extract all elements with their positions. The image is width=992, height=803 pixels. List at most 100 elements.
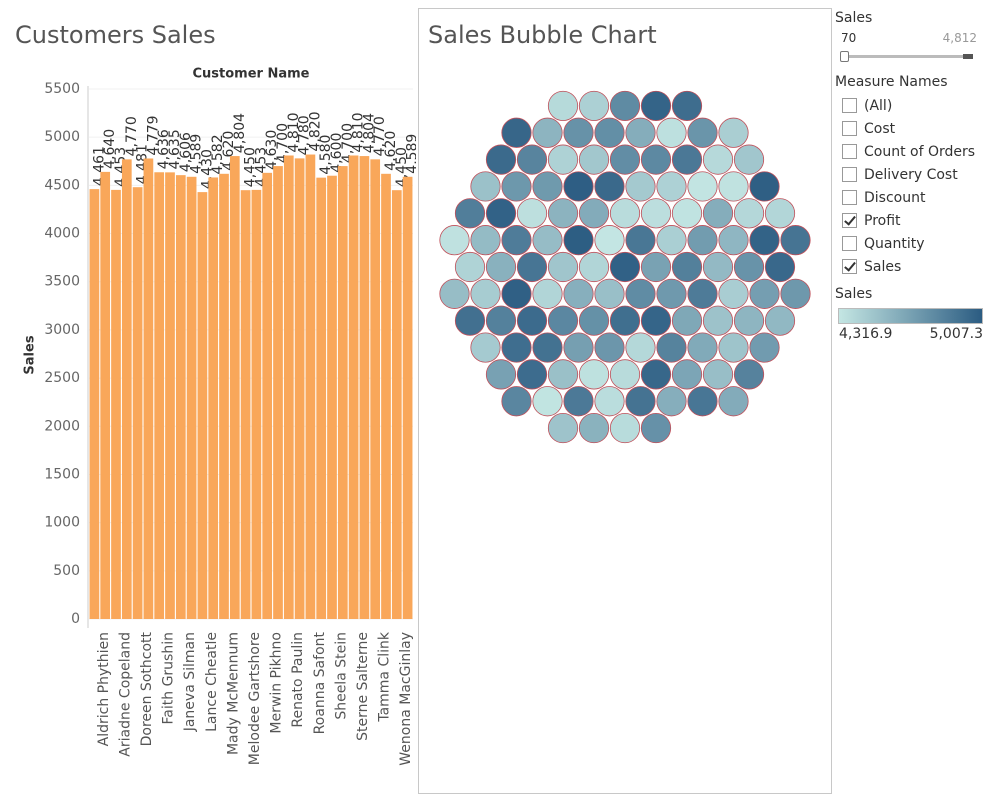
checkbox-item[interactable]: (All) — [835, 94, 987, 117]
bar — [337, 166, 348, 619]
bubble — [733, 251, 765, 283]
checkbox[interactable] — [842, 213, 857, 228]
bar — [175, 175, 186, 619]
data-label: 4,810 — [351, 112, 367, 152]
bubble — [501, 332, 532, 363]
bubble — [485, 305, 517, 336]
bubble — [470, 171, 501, 202]
checkbox-item[interactable]: Cost — [835, 117, 987, 140]
bubble — [547, 198, 579, 229]
checkbox-label: Quantity — [864, 235, 925, 252]
bar — [294, 158, 305, 619]
bar — [132, 187, 143, 619]
color-ramp — [838, 308, 983, 324]
checkbox-item[interactable]: Delivery Cost — [835, 163, 987, 186]
bubble — [485, 359, 517, 390]
y-tick-label: 3500 — [44, 274, 80, 290]
bar — [121, 159, 132, 619]
checkbox[interactable] — [842, 98, 857, 113]
checkbox-item[interactable]: Count of Orders — [835, 140, 987, 163]
bubble — [718, 386, 749, 417]
bubble — [671, 144, 703, 175]
x-tick-label: Janeva Silman — [182, 632, 198, 732]
header: Customer Name — [193, 67, 310, 82]
checkbox[interactable] — [842, 236, 857, 251]
bubble — [470, 225, 501, 256]
bubble — [687, 332, 718, 363]
bubble — [594, 225, 625, 256]
bubble — [733, 198, 765, 229]
bar — [89, 189, 100, 619]
checkbox-item[interactable]: Discount — [835, 186, 987, 209]
x-tick-label: Merwin Pikhno — [269, 632, 285, 734]
range-slider[interactable]: 70 4,812 — [835, 26, 987, 62]
bubble — [532, 117, 563, 148]
bubble — [764, 251, 796, 283]
slider-handle[interactable] — [840, 51, 849, 62]
bubble — [687, 171, 718, 202]
x-tick-label: Mady McMennum — [225, 632, 241, 755]
bubble — [501, 225, 532, 256]
bubble — [780, 225, 811, 256]
bar — [197, 192, 208, 620]
bubble — [485, 251, 517, 283]
y-tick-label: 5000 — [44, 129, 80, 145]
bar — [283, 155, 294, 619]
bubble — [594, 171, 625, 202]
x-tick-label: Aldrich Phythien — [96, 632, 112, 746]
bubble — [578, 144, 610, 175]
bubble — [516, 305, 548, 336]
filter-title: Sales — [835, 10, 873, 26]
checkbox-label: Sales — [864, 258, 902, 275]
bubble — [609, 305, 641, 336]
bar — [240, 190, 251, 619]
bar — [327, 175, 337, 619]
x-tick-label: Lance Cheatle — [204, 632, 220, 732]
range-min: 70 — [841, 31, 857, 45]
checkbox-list: (All) Cost Count of Orders Delivery Cost Dis… — [835, 94, 987, 278]
bubble — [733, 359, 765, 390]
checkbox[interactable] — [842, 167, 857, 182]
bubble — [578, 251, 610, 283]
bubble — [439, 278, 470, 309]
bubble — [578, 198, 610, 229]
data-label: 4,635 — [167, 129, 183, 169]
bubble — [671, 90, 703, 122]
checkbox[interactable] — [842, 144, 857, 159]
bubble — [625, 171, 656, 202]
bubble — [563, 171, 594, 202]
filter-panel: Sales 70 4,812 Measure Names (All) Cost Co… — [835, 10, 987, 342]
bubble — [702, 359, 734, 390]
data-label: 4,700 — [340, 123, 356, 163]
bubble-chart: Sales Bubble Chart — [428, 21, 811, 444]
checkbox-item[interactable]: Quantity — [835, 232, 987, 255]
data-label: 4,804 — [361, 113, 377, 153]
bubble — [718, 117, 749, 148]
data-label: 4,589 — [405, 134, 416, 174]
bubble — [702, 144, 734, 175]
bubble — [563, 332, 594, 363]
bubble — [547, 359, 579, 390]
bar — [111, 189, 121, 619]
bubble — [454, 251, 486, 283]
checkbox-item[interactable]: Profit — [835, 209, 987, 232]
checkbox[interactable] — [842, 259, 857, 274]
bubble — [671, 305, 703, 336]
x-tick-label: Wenona MacGinlay — [398, 632, 414, 766]
bubble — [640, 251, 672, 283]
checkbox-label: Count of Orders — [864, 143, 976, 160]
checkbox-item[interactable]: Sales — [835, 255, 987, 278]
bar — [359, 156, 370, 619]
bubble — [547, 144, 579, 175]
y-tick-label: 1000 — [44, 515, 80, 531]
x-tick-label: Sterne Salterne — [355, 632, 371, 741]
slider-handle[interactable] — [963, 54, 973, 59]
bubble — [640, 412, 672, 444]
filter-title: Measure Names — [835, 74, 948, 90]
bubble — [702, 251, 734, 283]
checkbox[interactable] — [842, 121, 857, 136]
checkbox[interactable] — [842, 190, 857, 205]
legend-max: 5,007.3 — [929, 326, 983, 342]
bubble — [625, 332, 656, 363]
chart-title: Sales Bubble Chart — [428, 21, 657, 49]
